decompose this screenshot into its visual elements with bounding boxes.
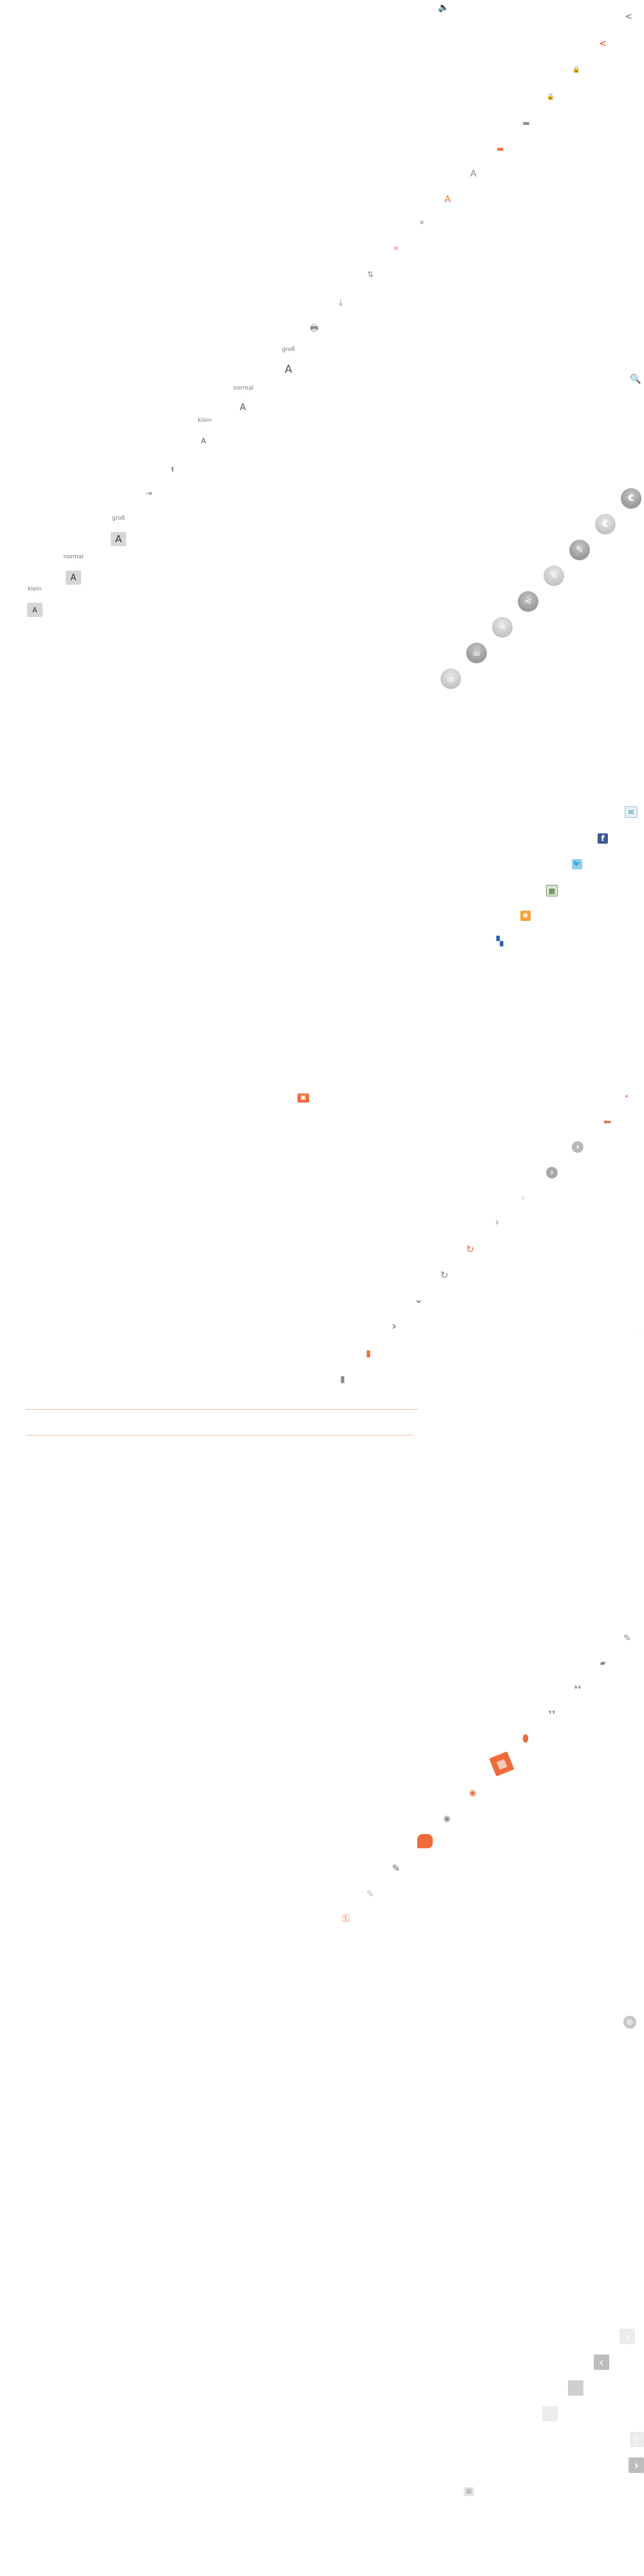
- next-light-icon[interactable]: ›: [630, 2432, 644, 2447]
- font-size-label-normal: normal ·: [233, 385, 254, 396]
- chevron-down-icon[interactable]: ⌄: [414, 1293, 423, 1305]
- mouse-icon[interactable]: ⬮: [522, 1732, 529, 1745]
- key-icon[interactable]: ⚿: [342, 1912, 350, 1924]
- lock-orange-icon[interactable]: 🔒: [546, 93, 555, 100]
- pencil-light-icon[interactable]: ✎: [366, 1888, 375, 1900]
- euro-icon: €: [628, 493, 634, 504]
- quote-open-icon[interactable]: ❛❛: [574, 1683, 582, 1695]
- prev-icon[interactable]: ‹: [594, 2354, 609, 2370]
- font-size-gross-box[interactable]: A: [111, 532, 126, 546]
- enter-icon[interactable]: ⇥: [145, 489, 153, 498]
- link-icon: ∞: [472, 647, 481, 659]
- link-light-icon: ∞: [446, 672, 455, 685]
- pin-orange-icon[interactable]: ✕: [393, 245, 399, 252]
- small-chevron-icon[interactable]: ›: [639, 1331, 641, 1336]
- calendar-orange-icon[interactable]: ▮: [366, 1349, 371, 1359]
- font-size-normal-box[interactable]: A: [66, 571, 81, 585]
- next-icon[interactable]: ›: [629, 2458, 644, 2473]
- bookmark-icon[interactable]: ▦: [546, 885, 558, 896]
- chevron-circle-icon: ›: [576, 1142, 580, 1152]
- twitter-icon[interactable]: 🐦: [572, 859, 582, 869]
- font-size-label-klein: klein ·: [198, 417, 212, 428]
- share-icon[interactable]: <: [625, 12, 632, 22]
- rss-orange-icon[interactable]: ◉: [469, 1788, 477, 1798]
- link-button[interactable]: ∞: [466, 643, 487, 663]
- font-orange-icon[interactable]: A: [444, 194, 451, 205]
- font-size-label-klein-2: klein ·: [28, 586, 42, 597]
- font-icon[interactable]: A: [470, 169, 477, 179]
- grid-icon[interactable]: ▦: [464, 2487, 474, 2496]
- comment-icon[interactable]: ▰: [600, 1658, 606, 1667]
- printer-icon[interactable]: 🖶: [310, 323, 319, 334]
- close-circle-button[interactable]: ⊗: [623, 2016, 636, 2029]
- pin-icon[interactable]: ✕: [419, 220, 425, 227]
- search-orange-icon[interactable]: 🔍: [630, 374, 641, 384]
- delicious-icon[interactable]: ▚: [495, 936, 505, 947]
- font-size-gross-button[interactable]: A: [285, 363, 292, 376]
- plus-orange-icon[interactable]: ✦: [624, 1094, 629, 1099]
- share-circle-icon: ⋖: [524, 596, 532, 607]
- share-circle-button[interactable]: ⋖: [518, 591, 538, 612]
- euro-light-button[interactable]: €: [595, 514, 616, 535]
- page-square-grey[interactable]: [568, 2380, 583, 2396]
- font-size-label-gross-2: groß ·: [111, 515, 126, 526]
- link-light-button[interactable]: ∞: [440, 668, 461, 689]
- sort-icon[interactable]: ⇅: [366, 270, 374, 279]
- divider-line: [26, 1409, 419, 1410]
- refresh-orange-icon[interactable]: ↻: [466, 1243, 475, 1255]
- font-size-klein-button[interactable]: A: [201, 436, 206, 445]
- pencil-icon[interactable]: ✎: [623, 1633, 631, 1643]
- font-size-normal-button[interactable]: A: [240, 402, 246, 413]
- font-size-label-gross: groß ·: [281, 346, 296, 357]
- comment-orange-icon[interactable]: ▰: [417, 1834, 433, 1848]
- speaker-icon[interactable]: 🔈: [438, 3, 450, 13]
- cursor-icon[interactable]: ⬆: [169, 466, 176, 473]
- edit-light-icon: ✎: [550, 571, 558, 581]
- refresh-icon[interactable]: ↻: [440, 1269, 449, 1281]
- edit-icon: ✎: [576, 545, 583, 555]
- euro-button[interactable]: €: [621, 488, 641, 509]
- print-orange-icon[interactable]: ▬: [497, 144, 504, 153]
- pencil-dark-icon[interactable]: ✎: [392, 1862, 401, 1874]
- edit-light-button[interactable]: ✎: [544, 565, 564, 586]
- page-square-light[interactable]: [542, 2406, 558, 2421]
- chevron-icon[interactable]: ›: [495, 1216, 500, 1228]
- facebook-icon[interactable]: f: [598, 833, 608, 844]
- mail-icon[interactable]: ✉: [625, 806, 638, 818]
- share-orange-icon[interactable]: <: [599, 39, 607, 49]
- book-orange-icon[interactable]: ▦: [489, 1751, 515, 1777]
- rss-icon[interactable]: ◉: [520, 911, 531, 921]
- contact-icon[interactable]: ▣: [298, 1094, 309, 1103]
- chevron-circle-button[interactable]: ›: [572, 1141, 583, 1153]
- chevron-circle-dark-button[interactable]: ›: [546, 1167, 558, 1179]
- chevron-light-icon[interactable]: ›: [520, 1191, 526, 1204]
- print-icon[interactable]: ▬: [522, 118, 530, 128]
- arrow-left-orange-icon[interactable]: ⬅: [603, 1115, 612, 1128]
- share-circle-light-button[interactable]: ⋖: [492, 617, 513, 638]
- euro-light-icon: €: [602, 519, 609, 529]
- lock-icon[interactable]: 🔒: [572, 66, 581, 73]
- calendar-icon[interactable]: ▮: [340, 1374, 345, 1385]
- quote-close-icon[interactable]: ❜❜: [548, 1709, 556, 1721]
- font-size-klein-box[interactable]: A: [27, 603, 43, 617]
- close-circle-icon: ⊗: [626, 2017, 634, 2027]
- chevron-circle-dark-icon: ›: [550, 1168, 554, 1178]
- chevron-right-icon[interactable]: ›: [392, 1320, 397, 1333]
- rss-grey-icon[interactable]: ◉: [443, 1814, 451, 1824]
- download-icon[interactable]: ⤓: [338, 298, 343, 308]
- font-size-label-normal-2: normal ·: [63, 554, 84, 565]
- share-circle-light-icon: ⋖: [498, 622, 506, 632]
- prev-light-icon[interactable]: ‹: [620, 2329, 635, 2344]
- edit-button[interactable]: ✎: [569, 540, 590, 560]
